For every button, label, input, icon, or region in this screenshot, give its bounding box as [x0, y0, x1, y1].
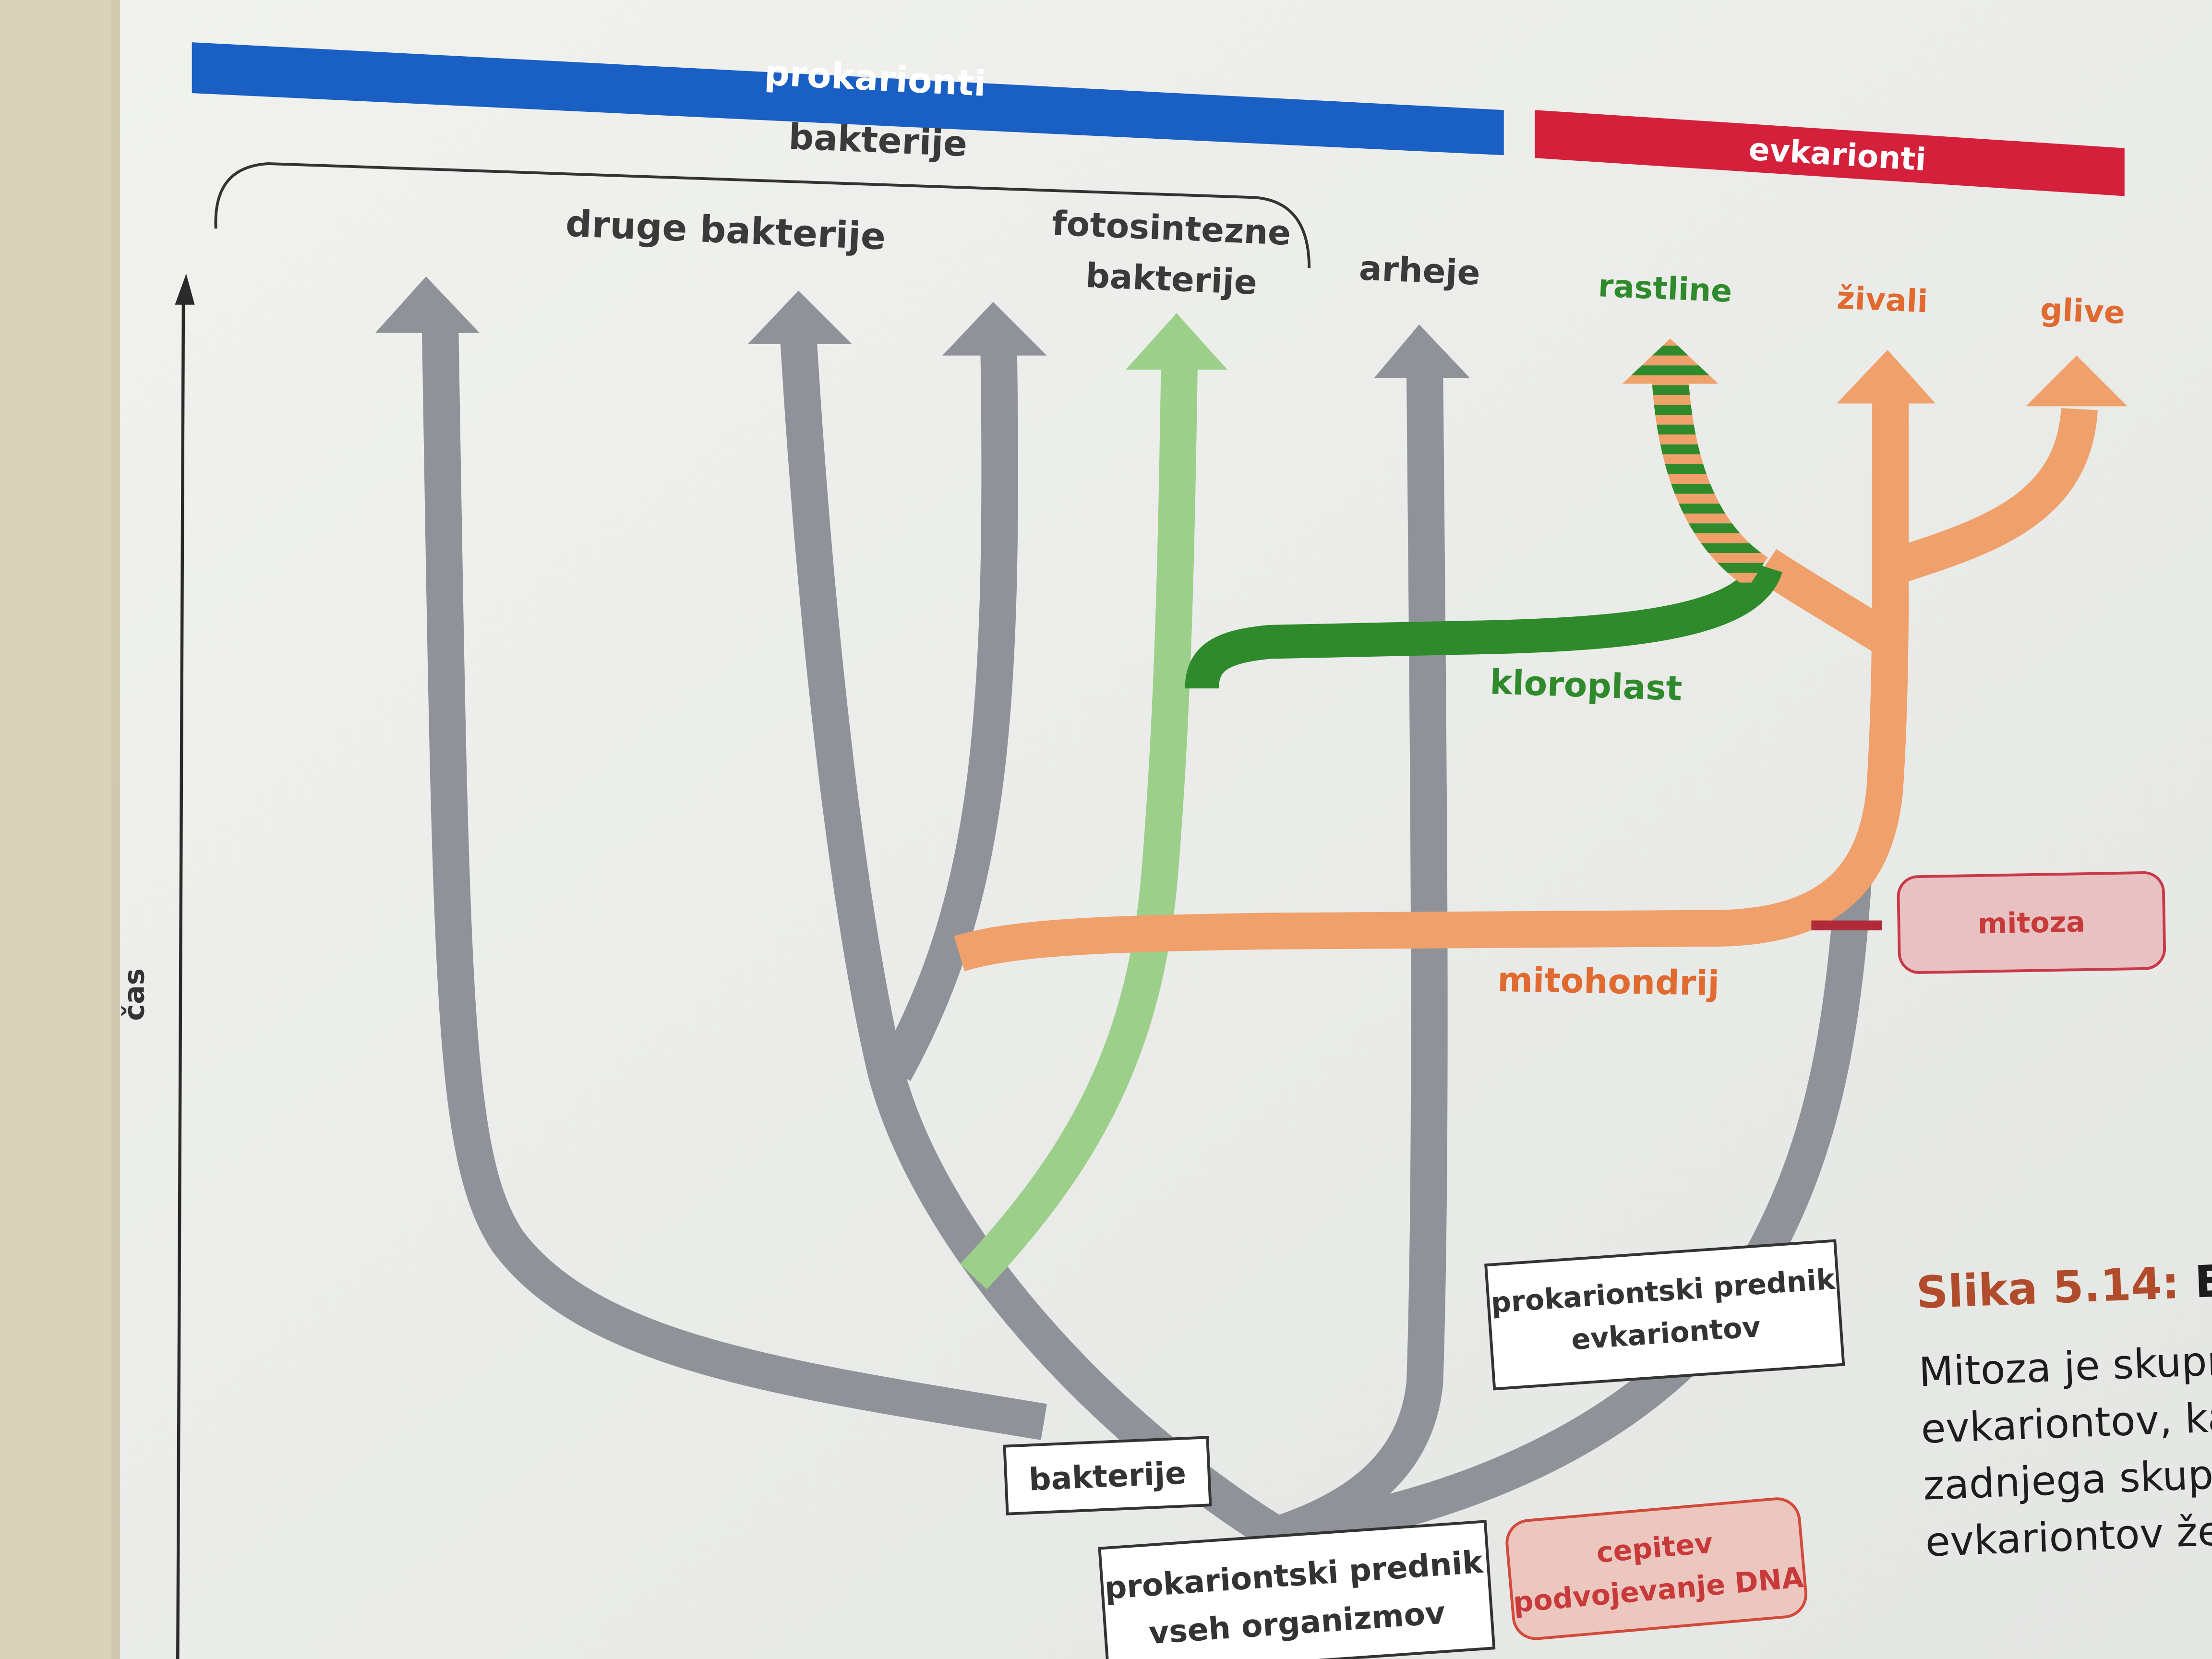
arrowhead-fungi [2026, 355, 2128, 407]
label-plants: rastline [1598, 268, 1733, 310]
bacteria-group-label: bakterije [788, 117, 968, 165]
label-chloroplast: kloroplast [1489, 662, 1683, 709]
arrowhead-animals [1837, 349, 1936, 404]
figure-caption-text: Mitoza je skupna evkariontov, kar zadnje… [1918, 1332, 2212, 1570]
mitochondrion-path [954, 592, 1909, 972]
dna-event-box: cepitev podvojevanje DNA [1505, 1497, 1807, 1640]
arrowhead-plants [1622, 338, 1719, 384]
arrowhead-left-bacteria [375, 276, 480, 333]
mitosis-label: mitoza [1977, 905, 2085, 940]
figure-title-start: Evol [2194, 1255, 2212, 1308]
lineage-fungi [1896, 408, 2098, 582]
lineage-photosynthetic [960, 363, 1198, 1289]
time-axis-label: čas [118, 968, 151, 1021]
lineage-plants [1652, 379, 1768, 589]
label-archaea: arheje [1358, 249, 1481, 293]
prokaryotes-bar [192, 42, 1504, 156]
time-axis-arrowhead [175, 274, 195, 305]
label-mitochondrion: mitohondrij [1497, 960, 1720, 1003]
bacteria-node-box: bakterije [1003, 1436, 1212, 1515]
caption-line: evkariontov že [1924, 1507, 2212, 1566]
figure-number: Slika 5.14: [1915, 1257, 2181, 1319]
caption-line: Mitoza je skupna [1918, 1335, 2212, 1396]
label-photosynthetic-line2: bakterije [1085, 256, 1258, 302]
label-animals: živali [1836, 280, 1929, 320]
root-ancestor-box: prokariontski prednik vseh organizmov [1098, 1520, 1496, 1659]
mitosis-box: mitoza [1897, 871, 2166, 974]
arrowhead-photosynthetic [1126, 313, 1227, 370]
bacteria-bracket [214, 162, 1311, 268]
arrowhead-other-bacteria [747, 290, 853, 345]
time-axis-line [176, 296, 185, 1659]
eukaryotes-bar [1535, 110, 2125, 196]
bacteria-node-label: bakterije [1028, 1455, 1187, 1498]
label-fungi: glive [2040, 291, 2126, 331]
arrowhead-other-bacteria-branch [942, 301, 1047, 356]
caption-line: zadnjega skupn [1922, 1450, 2212, 1509]
chloroplast-path [1185, 561, 1782, 689]
eukaryote-ancestor-box: prokariontski prednik evkariontov [1484, 1239, 1845, 1391]
caption-line: evkariontov, kar [1920, 1393, 2212, 1453]
lineage-other-bacteria-branch [878, 352, 1018, 1081]
lineage-left-bacteria [421, 324, 1047, 1440]
arrowhead-archaea [1374, 324, 1470, 378]
